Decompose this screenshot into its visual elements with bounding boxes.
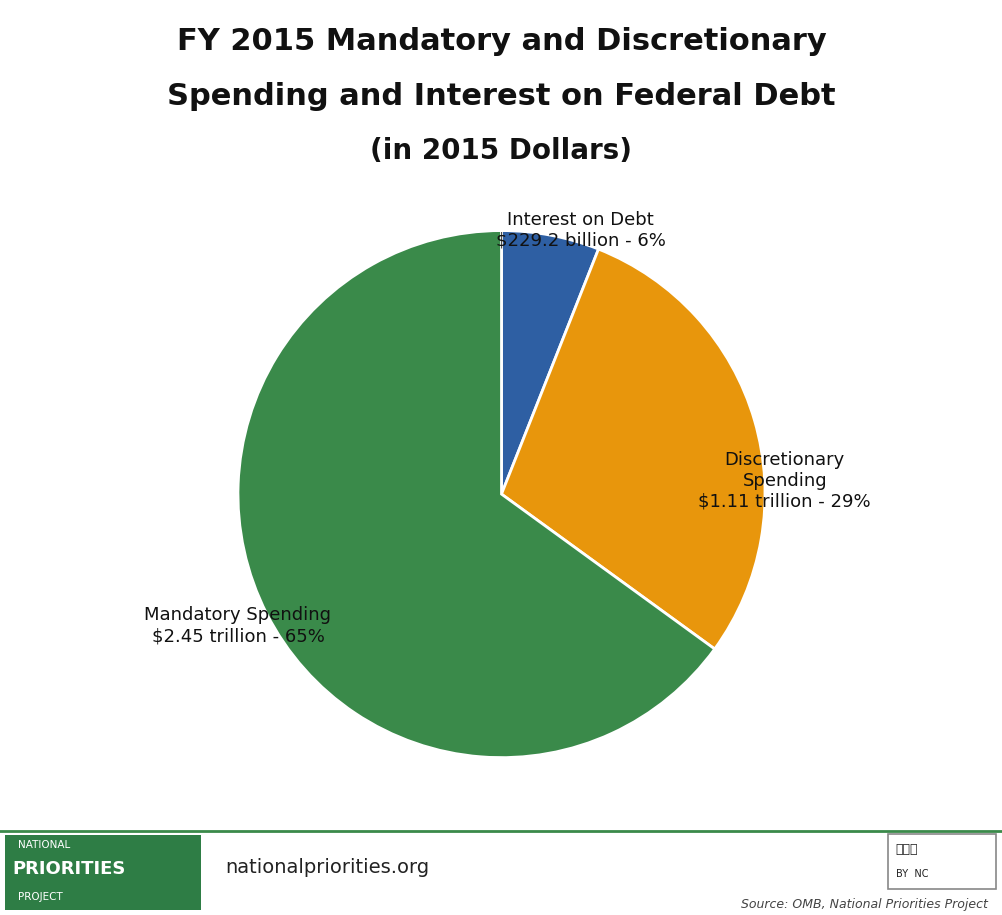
Text: BY  NC: BY NC <box>895 869 927 878</box>
Bar <box>5 835 200 910</box>
Text: (in 2015 Dollars): (in 2015 Dollars) <box>370 137 632 166</box>
Wedge shape <box>237 231 714 758</box>
Text: Mandatory Spending
$2.45 trillion - 65%: Mandatory Spending $2.45 trillion - 65% <box>144 607 331 645</box>
Text: PROJECT: PROJECT <box>18 892 63 902</box>
Wedge shape <box>501 249 765 649</box>
Wedge shape <box>501 231 598 494</box>
Text: Discretionary
Spending
$1.11 trillion - 29%: Discretionary Spending $1.11 trillion - … <box>697 451 870 511</box>
Text: FY 2015 Mandatory and Discretionary: FY 2015 Mandatory and Discretionary <box>176 27 826 57</box>
Text: Interest on Debt
$229.2 billion - 6%: Interest on Debt $229.2 billion - 6% <box>495 211 665 250</box>
Bar <box>887 834 995 889</box>
Text: nationalpriorities.org: nationalpriorities.org <box>225 858 430 877</box>
Text: ⒸⓘⓈ: ⒸⓘⓈ <box>895 843 917 856</box>
Text: PRIORITIES: PRIORITIES <box>12 860 125 878</box>
Text: Spending and Interest on Federal Debt: Spending and Interest on Federal Debt <box>167 82 835 112</box>
Text: Source: OMB, National Priorities Project: Source: OMB, National Priorities Project <box>740 898 987 910</box>
Text: NATIONAL: NATIONAL <box>18 840 70 850</box>
